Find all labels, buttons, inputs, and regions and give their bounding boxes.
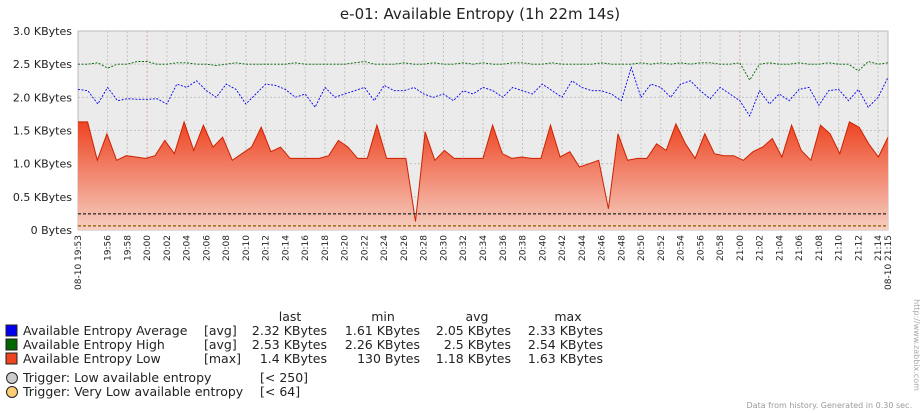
x-tick-label: 20:10 bbox=[242, 235, 252, 261]
legend-last-value: 2.53 KBytes bbox=[252, 337, 327, 352]
x-tick-label: 20:08 bbox=[222, 235, 232, 261]
x-tick-label: 20:58 bbox=[716, 235, 726, 261]
trigger-marker bbox=[6, 372, 18, 384]
x-tick-label: 20:26 bbox=[400, 235, 410, 261]
x-tick-label: 21:08 bbox=[815, 235, 825, 261]
y-tick-label: 1.5 KBytes bbox=[13, 125, 72, 138]
series-line-1 bbox=[78, 60, 889, 81]
x-tick-label: 20:16 bbox=[301, 235, 311, 261]
x-tick-label: 20:44 bbox=[578, 235, 588, 261]
legend-series-func: [avg] bbox=[204, 323, 237, 338]
x-tick-label: 19:56 bbox=[104, 235, 114, 261]
series-line-layer bbox=[77, 60, 889, 117]
legend-header-last: last bbox=[279, 309, 302, 324]
x-tick-label: 20:50 bbox=[637, 235, 647, 261]
trigger-lines bbox=[78, 213, 888, 227]
x-tick-label: 21:02 bbox=[756, 235, 766, 261]
legend-last-value: 1.4 KBytes bbox=[260, 351, 327, 366]
legend-header-min: min bbox=[371, 309, 395, 324]
x-tick-label: 20:06 bbox=[202, 235, 212, 261]
y-tick-label: 2.5 KBytes bbox=[13, 58, 72, 71]
x-tick-label: 20:56 bbox=[696, 235, 706, 261]
x-tick-label: 20:40 bbox=[538, 235, 548, 261]
x-tick-label: 21:04 bbox=[775, 235, 785, 261]
legend-avg-value: 1.18 KBytes bbox=[436, 351, 511, 366]
legend-min-value: 2.26 KBytes bbox=[345, 337, 420, 352]
x-tick-label: 20:52 bbox=[657, 235, 667, 261]
legend-swatch bbox=[5, 338, 18, 351]
legend-last-value: 2.32 KBytes bbox=[252, 323, 327, 338]
legend-series-name: Available Entropy Average bbox=[23, 323, 188, 338]
x-tick-label: 20:32 bbox=[459, 235, 469, 261]
x-tick-label: 21:12 bbox=[854, 235, 864, 261]
legend-series-name: Available Entropy High bbox=[23, 337, 165, 352]
legend: last min avg max Available Entropy Avera… bbox=[5, 309, 603, 399]
x-tick-label: 20:22 bbox=[360, 235, 370, 261]
x-tick-label: 20:12 bbox=[262, 235, 272, 261]
series-area-layer bbox=[78, 120, 889, 230]
trigger-marker bbox=[6, 386, 18, 398]
legend-series-func: [avg] bbox=[204, 337, 237, 352]
x-tick-label: 19:58 bbox=[123, 235, 133, 261]
y-tick-label: 0 Bytes bbox=[31, 224, 73, 237]
x-axis-ticks: 08-10 19:53 19:56 19:58 20:00 20:02 20:04 20:0… bbox=[74, 235, 894, 290]
legend-max-value: 2.54 KBytes bbox=[528, 337, 603, 352]
x-tick-label: 20:48 bbox=[617, 235, 627, 261]
series-low-area bbox=[78, 121, 888, 230]
legend-swatch bbox=[5, 352, 18, 365]
x-tick-label: 20:02 bbox=[163, 235, 173, 261]
x-tick-label: 21:06 bbox=[795, 235, 805, 261]
legend-avg-value: 2.05 KBytes bbox=[436, 323, 511, 338]
legend-avg-value: 2.5 KBytes bbox=[444, 337, 511, 352]
x-tick-label: 20:34 bbox=[479, 235, 489, 261]
trigger-name: Trigger: Low available entropy bbox=[22, 370, 212, 385]
legend-swatch bbox=[5, 324, 18, 337]
x-tick-label: 20:54 bbox=[677, 235, 687, 261]
x-tick-label: 20:42 bbox=[558, 235, 568, 261]
x-tick-label: 20:24 bbox=[380, 235, 390, 261]
trigger-condition: [< 250] bbox=[260, 370, 308, 385]
x-tick-label: 21:14 bbox=[874, 235, 884, 261]
legend-max-value: 1.63 KBytes bbox=[528, 351, 603, 366]
y-tick-label: 3.0 KBytes bbox=[13, 25, 72, 38]
legend-max-value: 2.33 KBytes bbox=[528, 323, 603, 338]
legend-min-value: 1.61 KBytes bbox=[345, 323, 420, 338]
x-tick-label: 20:14 bbox=[281, 235, 291, 261]
y-axis-ticks: 0 Bytes 0.5 KBytes 1.0 KBytes 1.5 KBytes 2.0… bbox=[13, 25, 72, 237]
trigger-condition: [< 64] bbox=[260, 384, 300, 399]
x-tick-label: 20:30 bbox=[439, 235, 449, 261]
x-tick-label: 20:28 bbox=[420, 235, 430, 261]
x-tick-label: 08-10 19:53 bbox=[74, 235, 84, 290]
x-tick-label: 21:00 bbox=[736, 235, 746, 261]
x-tick-label: 20:46 bbox=[598, 235, 608, 261]
y-tick-label: 1.0 KBytes bbox=[13, 158, 72, 171]
trigger-name: Trigger: Very Low available entropy bbox=[22, 384, 244, 399]
legend-min-value: 130 Bytes bbox=[357, 351, 420, 366]
zabbix-watermark: http://www.zabbix.com bbox=[912, 299, 921, 391]
x-tick-label: 20:38 bbox=[519, 235, 529, 261]
x-tick-label: 21:10 bbox=[835, 235, 845, 261]
generation-footer: Data from history. Generated in 0.30 sec… bbox=[747, 401, 912, 410]
x-tick-label: 20:04 bbox=[183, 235, 193, 261]
x-tick-label: 20:20 bbox=[341, 235, 351, 261]
x-tick-label: 20:00 bbox=[143, 235, 153, 261]
legend-series-func: [max] bbox=[204, 351, 241, 366]
legend-header-avg: avg bbox=[466, 309, 489, 324]
x-tick-label: 20:36 bbox=[499, 235, 509, 261]
y-tick-label: 0.5 KBytes bbox=[13, 191, 72, 204]
x-tick-label: 08-10 21:15 bbox=[884, 235, 894, 290]
series-low-outline bbox=[78, 120, 889, 222]
series-line-0 bbox=[77, 65, 889, 117]
chart-title: e-01: Available Entropy (1h 22m 14s) bbox=[340, 5, 620, 23]
y-tick-label: 2.0 KBytes bbox=[13, 91, 72, 104]
x-tick-label: 20:18 bbox=[321, 235, 331, 261]
legend-header-max: max bbox=[554, 309, 581, 324]
legend-series-name: Available Entropy Low bbox=[23, 351, 161, 366]
